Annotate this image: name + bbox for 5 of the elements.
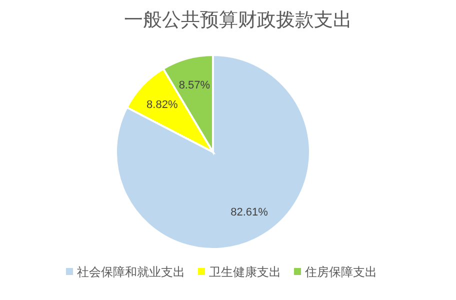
data-label: 8.57% — [178, 80, 210, 92]
data-label: 8.82% — [146, 99, 178, 112]
chart-title: 一般公共预算财政拨款支出 — [124, 10, 352, 31]
data-label: 82.61% — [230, 206, 268, 219]
pie-slice — [115, 54, 311, 250]
